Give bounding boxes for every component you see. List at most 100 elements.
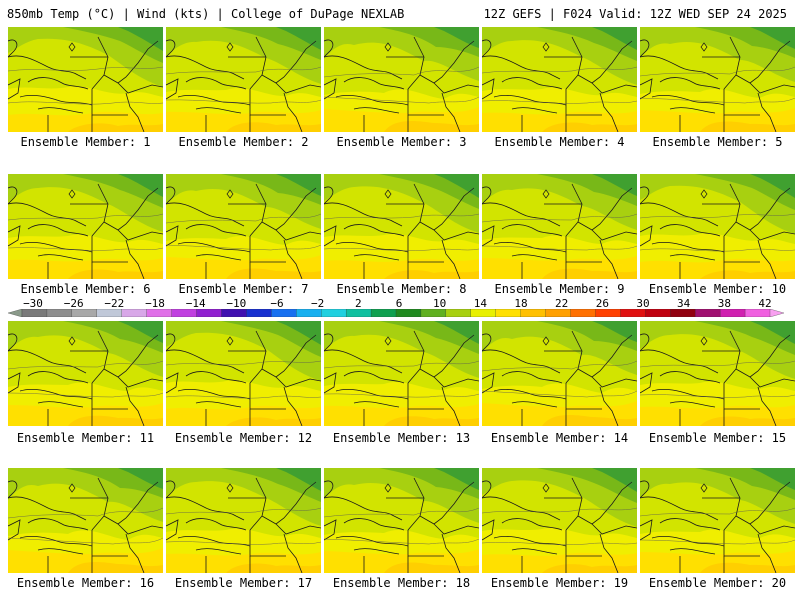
ensemble-member-map (8, 27, 163, 132)
colorbar-tick-label: −30 (23, 297, 43, 310)
colorbar-tick-label: 26 (595, 297, 609, 310)
ensemble-member-map (8, 174, 163, 279)
colorbar-swatch (420, 309, 447, 317)
colorbar-tick-label: 34 (677, 297, 691, 310)
colorbar-tick-label: −2 (311, 297, 325, 310)
colorbar-tick-label: −22 (104, 297, 125, 310)
colorbar-swatch (570, 309, 597, 317)
colorbar-tick-label: −6 (270, 297, 284, 310)
ensemble-member-map (324, 468, 479, 573)
colorbar-swatch (670, 309, 696, 317)
colorbar-tick-label: 22 (555, 297, 569, 310)
ensemble-member-map (324, 27, 479, 132)
ensemble-member-label: Ensemble Member: 3 (336, 135, 467, 149)
colorbar-tick-label: 38 (717, 297, 731, 310)
ensemble-member-label: Ensemble Member: 8 (336, 282, 467, 296)
colorbar-swatch (719, 309, 746, 317)
ensemble-member-label: Ensemble Member: 12 (174, 431, 313, 445)
colorbar-swatch (545, 309, 572, 317)
ensemble-member-map (324, 321, 479, 426)
colorbar-swatch (620, 309, 646, 317)
temperature-field (8, 468, 163, 573)
chart-title: 850mb Temp (°C) | Wind (kts) | College o… (7, 7, 405, 21)
ensemble-member-map (8, 321, 163, 426)
temperature-field (482, 27, 637, 132)
ensemble-member-label: Ensemble Member: 10 (648, 282, 787, 296)
colorbar-swatch (370, 309, 397, 317)
temperature-field (8, 321, 163, 426)
colorbar-swatch (470, 309, 497, 317)
colorbar-swatch (271, 309, 297, 317)
ensemble-member-label: Ensemble Member: 11 (16, 431, 155, 445)
colorbar-tick-label: 6 (395, 297, 403, 310)
ensemble-member-label: Ensemble Member: 9 (494, 282, 625, 296)
ensemble-member-label: Ensemble Member: 6 (20, 282, 151, 296)
temperature-field (324, 321, 479, 426)
temperature-field (166, 468, 321, 573)
colorbar-swatch (395, 309, 422, 317)
ensemble-member-label: Ensemble Member: 19 (490, 576, 629, 590)
colorbar-swatch (121, 309, 148, 317)
colorbar-tick-label: −26 (63, 297, 84, 310)
ensemble-member-map (482, 468, 637, 573)
ensemble-member-map (166, 27, 321, 132)
temperature-field (640, 27, 795, 132)
colorbar-swatch (595, 309, 622, 317)
ensemble-member-label: Ensemble Member: 5 (652, 135, 783, 149)
ensemble-member-label: Ensemble Member: 13 (332, 431, 471, 445)
colorbar-tick-label: −10 (226, 297, 247, 310)
colorbar-swatch (321, 309, 347, 317)
colorbar-swatch (8, 309, 23, 317)
model-run-info: 12Z GEFS | F024 Valid: 12Z WED SEP 24 20… (483, 7, 787, 21)
temperature-field (8, 174, 163, 279)
colorbar-tick-label: 30 (636, 297, 650, 310)
temperature-field (324, 174, 479, 279)
ensemble-member-map (482, 174, 637, 279)
ensemble-member-map (640, 174, 795, 279)
ensemble-member-map (8, 468, 163, 573)
ensemble-member-map (640, 27, 795, 132)
colorbar-tick-label: −18 (145, 297, 165, 310)
ensemble-member-map (166, 321, 321, 426)
temperature-field (324, 27, 479, 132)
ensemble-member-map (482, 27, 637, 132)
temperature-field (8, 27, 163, 132)
colorbar-tick-label: 18 (514, 297, 528, 310)
colorbar-swatch (71, 309, 98, 317)
colorbar-swatch (695, 309, 721, 317)
ensemble-member-label: Ensemble Member: 20 (648, 576, 787, 590)
colorbar-swatch (296, 309, 322, 317)
temperature-field (640, 321, 795, 426)
colorbar-swatch (744, 309, 771, 317)
colorbar-swatch (769, 309, 784, 317)
ensemble-member-map (640, 321, 795, 426)
temperature-field (482, 321, 637, 426)
colorbar-swatch (171, 309, 198, 317)
colorbar-swatch (221, 309, 248, 317)
ensemble-member-label: Ensemble Member: 4 (494, 135, 625, 149)
temperature-field (640, 468, 795, 573)
ensemble-member-label: Ensemble Member: 17 (174, 576, 313, 590)
ensemble-member-label: Ensemble Member: 2 (178, 135, 309, 149)
ensemble-member-label: Ensemble Member: 7 (178, 282, 309, 296)
colorbar-swatch (21, 309, 48, 317)
colorbar-swatch (196, 309, 223, 317)
ensemble-member-map (166, 468, 321, 573)
temperature-field (166, 321, 321, 426)
ensemble-member-label: Ensemble Member: 18 (332, 576, 471, 590)
colorbar-swatch (146, 309, 173, 317)
colorbar-swatch (645, 309, 671, 317)
temperature-field (166, 174, 321, 279)
colorbar-swatch (96, 309, 123, 317)
ensemble-member-map (324, 174, 479, 279)
colorbar-bar (8, 309, 784, 317)
ensemble-member-label: Ensemble Member: 16 (16, 576, 155, 590)
ensemble-member-map (482, 321, 637, 426)
colorbar-swatch (495, 309, 522, 317)
temperature-field (640, 174, 795, 279)
colorbar-swatch (445, 309, 472, 317)
colorbar-tick-label: 42 (758, 297, 772, 310)
ensemble-member-map (640, 468, 795, 573)
temperature-field (482, 468, 637, 573)
colorbar-swatch (345, 309, 372, 317)
